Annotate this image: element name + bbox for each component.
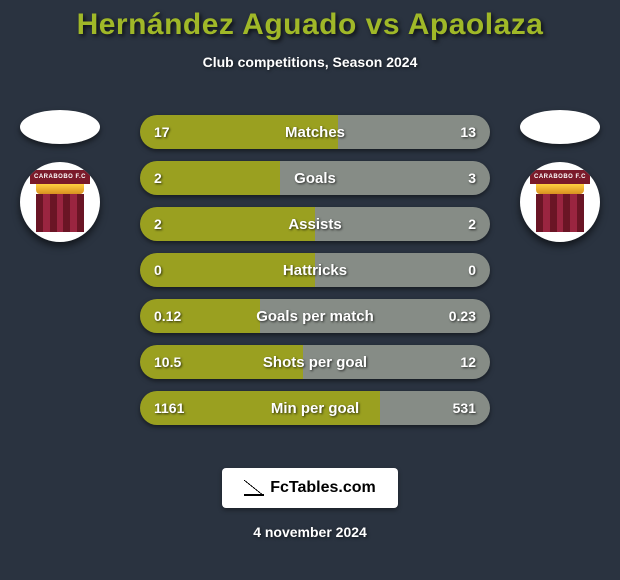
stat-label: Min per goal [271,400,359,417]
stat-right-value: 2 [468,216,476,232]
stat-row: 10.5 Shots per goal 12 [140,345,490,379]
stat-content: 17 Matches 13 [140,115,490,149]
stat-right-value: 531 [453,400,476,416]
stat-label: Matches [285,124,345,141]
left-flag-icon [20,110,100,144]
footer-site-badge: FcTables.com [222,468,398,508]
footer-site-text: FcTables.com [270,479,376,497]
stat-row: 0 Hattricks 0 [140,253,490,287]
stat-row: 1161 Min per goal 531 [140,391,490,425]
stat-right-value: 3 [468,170,476,186]
stat-left-value: 0.12 [154,308,181,324]
stat-row: 0.12 Goals per match 0.23 [140,299,490,333]
right-logo-block: CARABOBO F.C [520,110,600,242]
stat-left-value: 0 [154,262,162,278]
stat-label: Hattricks [283,262,347,279]
stat-content: 0.12 Goals per match 0.23 [140,299,490,333]
left-logo-block: CARABOBO F.C [20,110,100,242]
stat-content: 10.5 Shots per goal 12 [140,345,490,379]
stats-table: 17 Matches 13 2 Goals 3 2 Assists 2 0 Hattricks 0 0.… [140,115,490,437]
footer-date: 4 november 2024 [0,524,620,540]
stat-content: 0 Hattricks 0 [140,253,490,287]
stat-left-value: 2 [154,170,162,186]
stat-label: Goals per match [256,308,374,325]
stat-row: 2 Assists 2 [140,207,490,241]
stat-row: 17 Matches 13 [140,115,490,149]
stat-content: 2 Assists 2 [140,207,490,241]
header: Hernández Aguado vs Apaolaza Club compet… [0,0,620,70]
stat-left-value: 10.5 [154,354,181,370]
right-flag-icon [520,110,600,144]
stat-content: 2 Goals 3 [140,161,490,195]
chart-icon [244,480,264,496]
right-club-logo: CARABOBO F.C [520,162,600,242]
stat-right-value: 12 [460,354,476,370]
stat-left-value: 1161 [154,400,184,416]
stat-right-value: 0.23 [449,308,476,324]
stat-row: 2 Goals 3 [140,161,490,195]
stat-right-value: 0 [468,262,476,278]
stat-label: Goals [294,170,336,187]
page-subtitle: Club competitions, Season 2024 [0,54,620,70]
left-club-logo: CARABOBO F.C [20,162,100,242]
stat-label: Shots per goal [263,354,367,371]
stat-left-value: 2 [154,216,162,232]
left-club-name: CARABOBO F.C [30,170,90,184]
stat-label: Assists [288,216,341,233]
page-title: Hernández Aguado vs Apaolaza [0,8,620,42]
right-club-name: CARABOBO F.C [530,170,590,184]
stat-left-value: 17 [154,124,170,140]
stat-content: 1161 Min per goal 531 [140,391,490,425]
stat-right-value: 13 [460,124,476,140]
